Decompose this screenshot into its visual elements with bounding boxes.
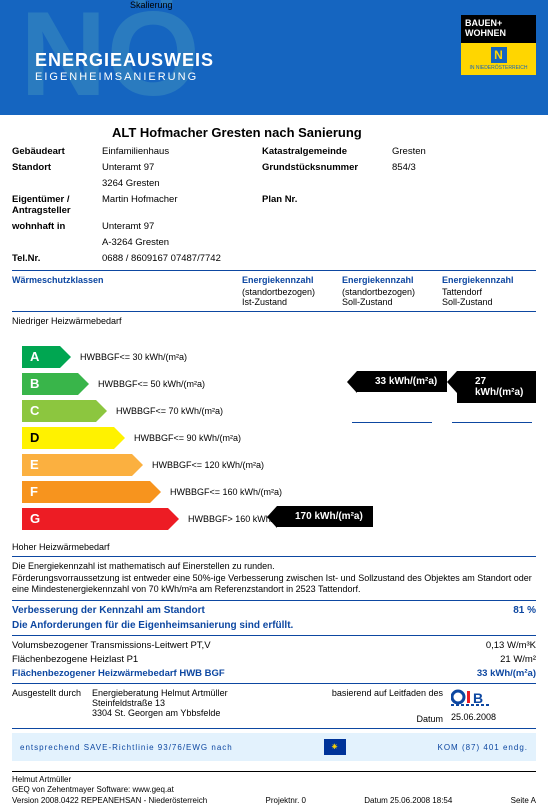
gebaeudeart-value: Einfamilienhaus (102, 146, 262, 157)
badge-n-icon: N (491, 47, 507, 63)
underline-tat (452, 422, 532, 423)
save-line: entsprechend SAVE-Richtlinie 93/76/EWG n… (12, 733, 536, 761)
hwb-label-d: HWBBGF<= 90 kWh/(m²a) (134, 433, 241, 443)
footer: Helmut Artmüller GEQ von Zehentmayer Sof… (12, 771, 536, 806)
marker-tattendorf: 27 kWh/(m²a) (457, 371, 536, 403)
wsk-label: Wärmeschutzklassen (12, 275, 242, 285)
title-main: ENERGIEAUSWEIS (35, 50, 214, 71)
improvement-row: Verbesserung der Kennzahl am Standort 81… (12, 605, 536, 616)
divider (12, 771, 536, 772)
class-arrow-a: A (22, 346, 60, 368)
ekz-col1-title: Energiekennzahl (242, 275, 342, 285)
value-row-3: Flächenbezogener Heizwärmebedarf HWB BGF… (12, 668, 536, 679)
divider (12, 270, 536, 271)
marker-soll: 33 kWh/(m²a) (357, 371, 447, 392)
class-arrow-d: D (22, 427, 114, 449)
divider (12, 728, 536, 729)
divider (12, 311, 536, 312)
tel-label: Tel.Nr. (12, 253, 102, 264)
wohnhaft-value2: A-3264 Gresten (102, 237, 262, 248)
hwb-label-b: HWBBGF<= 50 kWh/(m²a) (98, 379, 205, 389)
class-arrow-c: C (22, 400, 96, 422)
oib-logo-icon: B (451, 688, 491, 706)
marker-ist: 170 kWh/(m²a) (277, 506, 373, 527)
kataster-label: Katastralgemeinde (262, 146, 392, 157)
kataster-value: Gresten (392, 146, 536, 157)
hwb-label-a: HWBBGF<= 30 kWh/(m²a) (80, 352, 187, 362)
ekz-col3-title: Energiekennzahl (442, 275, 536, 285)
grundstueck-label: Grundstücksnummer (262, 162, 392, 173)
tel-value: 0688 / 8609167 07487/7742 (102, 253, 262, 264)
standort-value1: Unteramt 97 (102, 162, 262, 173)
improvement-value: 81 % (513, 605, 536, 616)
hwb-label-f: HWBBGF<= 160 kWh/(m²a) (170, 487, 282, 497)
class-arrow-g: G (22, 508, 168, 530)
gebaeudeart-label: Gebäudeart (12, 146, 102, 157)
divider (12, 600, 536, 601)
ekz-subhead: (standortbezogen)Ist-Zustand (standortbe… (12, 287, 536, 307)
hwb-label-c: HWBBGF<= 70 kWh/(m²a) (116, 406, 223, 416)
eu-flag-icon: ⁕ (324, 739, 346, 755)
project-title: ALT Hofmacher Gresten nach Sanierung (112, 125, 536, 140)
energy-scale: A HWBBGF<= 30 kWh/(m²a) B HWBBGF<= 50 kWh/… (12, 330, 536, 540)
value-row-2: Flächenbezogene Heizlast P1 21 W/m² (12, 654, 536, 665)
bauen-wohnen-badge: BAUEN+ WOHNEN N IN NIEDERÖSTERREICH (461, 15, 536, 75)
class-arrow-e: E (22, 454, 132, 476)
standort-label: Standort (12, 162, 102, 173)
divider (12, 635, 536, 636)
issuer-label: Ausgestellt durch (12, 688, 92, 698)
ekz-col2-title: Energiekennzahl (342, 275, 442, 285)
scale-bottom-label: Hoher Heizwärmebedarf (12, 542, 536, 552)
hwb-label-e: HWBBGF<= 120 kWh/(m²a) (152, 460, 264, 470)
header-banner: NÖ ENERGIEAUSWEIS EIGENHEIMSANIERUNG BAU… (0, 0, 548, 115)
eigentuemer-value: Martin Hofmacher (102, 194, 262, 216)
svg-text:B: B (473, 690, 483, 706)
badge-bottom: N IN NIEDERÖSTERREICH (461, 43, 536, 75)
divider (12, 683, 536, 684)
value-row-1: Volumsbezogener Transmissions-Leitwert P… (12, 640, 536, 651)
requirement-line: Die Anforderungen für die Eigenheimsanie… (12, 620, 536, 631)
standort-value2: 3264 Gresten (102, 178, 262, 189)
plan-label: Plan Nr. (262, 194, 392, 216)
badge-top: BAUEN+ WOHNEN (461, 15, 536, 43)
grundstueck-value: 854/3 (392, 162, 536, 173)
wohnhaft-value1: Unteramt 97 (102, 221, 262, 232)
scale-arrows: A HWBBGF<= 30 kWh/(m²a) B HWBBGF<= 50 kWh/… (22, 344, 295, 533)
eigentuemer-label: Eigentümer / Antragsteller (12, 194, 102, 216)
notes: Die Energiekennzahl ist mathematisch auf… (12, 561, 536, 596)
ekz-header: Wärmeschutzklassen Energiekennzahl Energ… (12, 275, 536, 285)
improvement-label: Verbesserung der Kennzahl am Standort (12, 605, 205, 616)
title-sub: EIGENHEIMSANIERUNG (35, 71, 214, 83)
wohnhaft-label: wohnhaft in (12, 221, 102, 232)
class-arrow-b: B (22, 373, 78, 395)
scale-top-labels: Niedriger Heizwärmebedarf Skalierung (12, 316, 536, 326)
header-title: ENERGIEAUSWEIS EIGENHEIMSANIERUNG (35, 50, 214, 83)
class-arrow-f: F (22, 481, 150, 503)
underline-soll (352, 422, 432, 423)
divider (12, 556, 536, 557)
info-grid: Gebäudeart Einfamilienhaus Katastralgeme… (12, 146, 536, 264)
issuer-block: Ausgestellt durch Energieberatung Helmut… (12, 688, 536, 724)
